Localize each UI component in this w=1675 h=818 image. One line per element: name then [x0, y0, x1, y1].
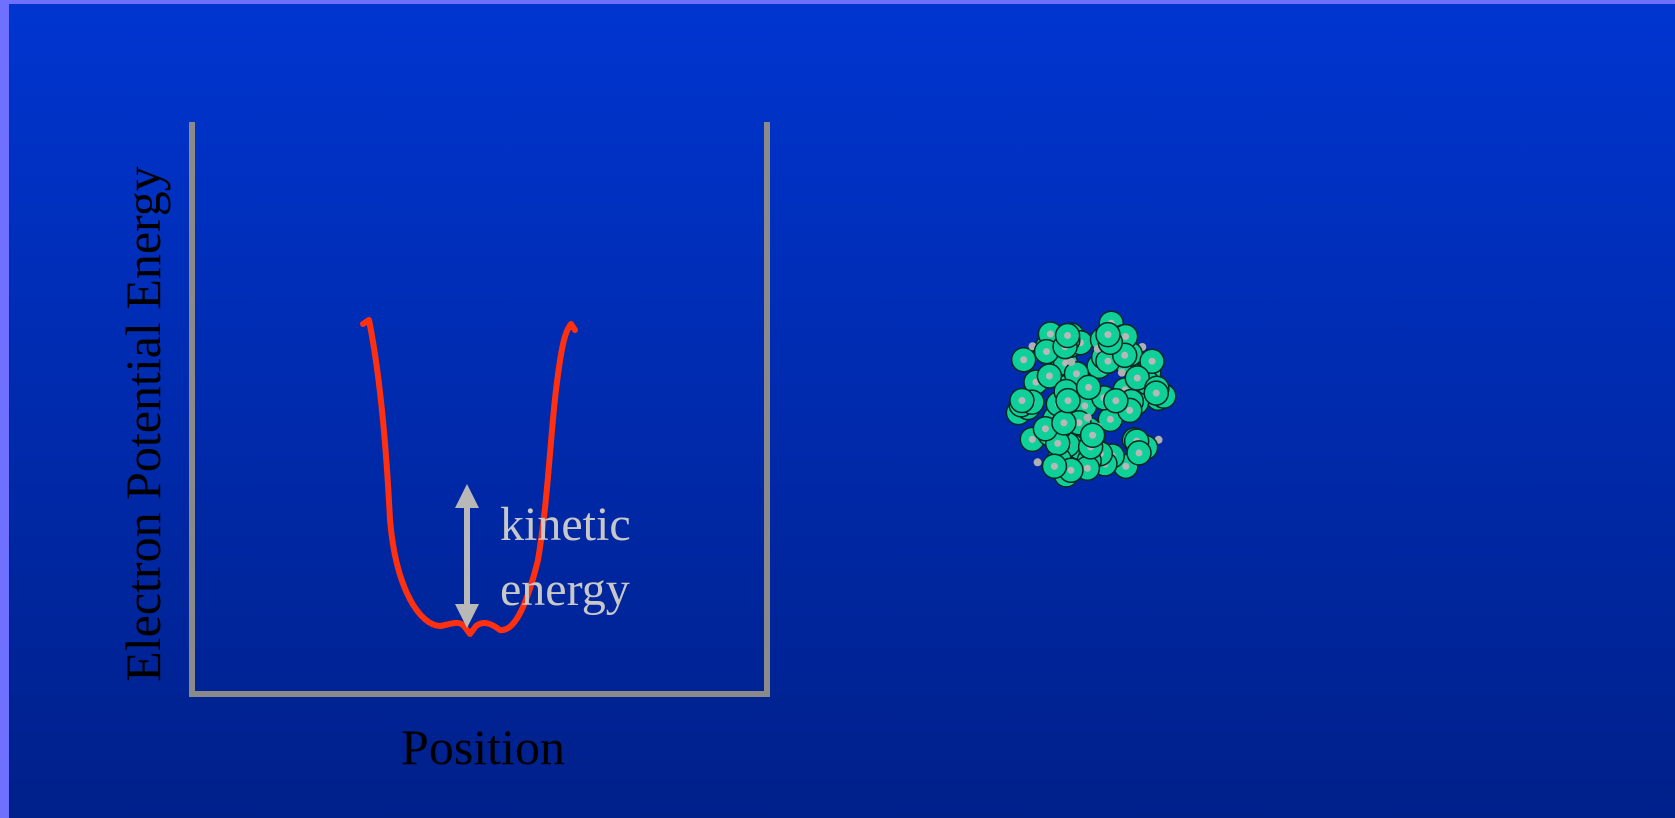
nucleon-core — [1126, 407, 1133, 414]
nucleon-core — [1067, 467, 1074, 474]
nucleon-core — [1084, 465, 1091, 472]
annotation-line: kinetic — [500, 498, 631, 551]
y-axis-label: Electron Potential Energy — [115, 166, 171, 682]
nucleon-core — [1104, 331, 1111, 338]
nucleon-core — [1122, 333, 1129, 340]
nucleon-core — [1122, 463, 1129, 470]
nucleon-core — [1064, 332, 1071, 339]
nucleon-core — [1085, 384, 1092, 391]
nucleon-core — [1043, 348, 1050, 355]
nucleon-core — [1081, 402, 1088, 409]
nucleon-core — [1089, 432, 1096, 439]
nucleon-core — [1073, 370, 1080, 377]
electron-dot — [1034, 458, 1042, 466]
nucleon-core — [1064, 397, 1071, 404]
nucleon-core — [1060, 419, 1067, 426]
nucleon-core — [1121, 352, 1128, 359]
nucleon-core — [1149, 358, 1156, 365]
page: kinetic energy Position Electron Potenti… — [0, 0, 1675, 818]
nucleon-core — [1107, 416, 1114, 423]
nucleon-core — [1047, 330, 1054, 337]
nucleon-core — [1134, 374, 1141, 381]
nucleon-core — [1046, 372, 1053, 379]
electron-dot — [1084, 414, 1092, 422]
nucleon-core — [1112, 397, 1119, 404]
nucleon-core — [1136, 449, 1143, 456]
nucleon-core — [1042, 425, 1049, 432]
nucleon-core — [1029, 436, 1036, 443]
nucleon-core — [1018, 397, 1025, 404]
slide: kinetic energy Position Electron Potenti… — [0, 0, 1675, 818]
nucleon-core — [1153, 390, 1160, 397]
annotation-line: energy — [500, 563, 630, 616]
electron-dot — [1118, 369, 1126, 377]
x-axis-label: Position — [401, 719, 565, 775]
nucleon-core — [1051, 463, 1058, 470]
nucleon-core — [1104, 358, 1111, 365]
nucleon-core — [1020, 356, 1027, 363]
nucleon-core — [1054, 440, 1061, 447]
electron-dot — [1067, 358, 1075, 366]
